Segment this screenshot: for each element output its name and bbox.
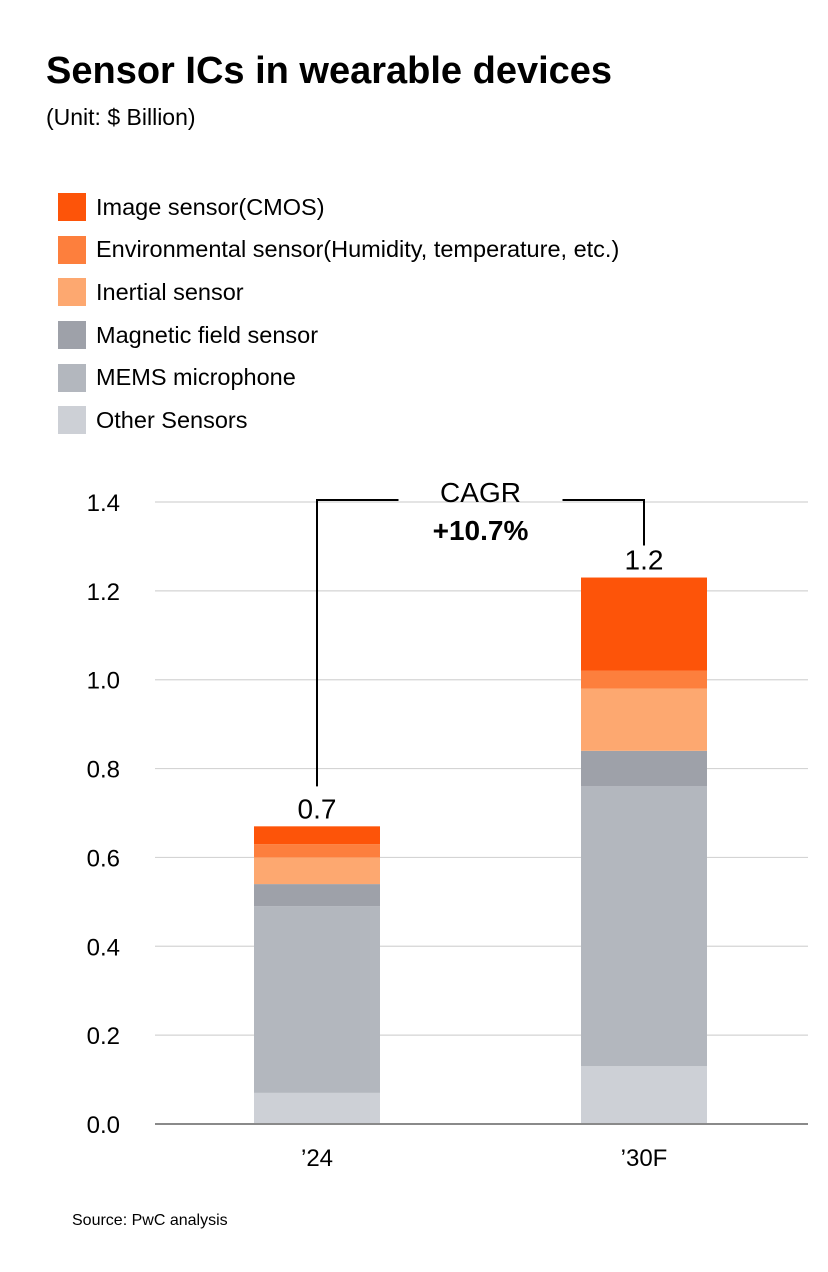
legend-item: Inertial sensor — [58, 271, 619, 314]
bar-segment — [254, 844, 380, 858]
y-tick-label: 0.8 — [87, 757, 120, 784]
y-tick-label: 1.0 — [87, 668, 120, 695]
y-tick-label: 0.2 — [87, 1023, 120, 1050]
legend-swatch — [58, 235, 86, 264]
bar-segment — [254, 857, 380, 885]
legend-label: Inertial sensor — [96, 278, 244, 305]
bar-segment — [581, 750, 707, 787]
legend-item: MEMS microphone — [58, 356, 619, 399]
x-tick-label: ’24 — [301, 1145, 333, 1172]
bar-segment — [254, 1092, 380, 1124]
legend-label: MEMS microphone — [96, 364, 296, 391]
cagr-label: CAGR — [440, 477, 521, 508]
bar-segment — [581, 670, 707, 689]
y-tick-label: 0.6 — [87, 845, 120, 872]
total-label: 1.2 — [625, 545, 664, 576]
legend-swatch — [58, 363, 86, 392]
cagr-bracket-right — [562, 499, 645, 546]
legend-swatch — [58, 278, 86, 307]
legend-swatch — [58, 406, 86, 435]
bar-segment — [254, 826, 380, 845]
y-tick-label: 0.4 — [87, 934, 120, 961]
chart-subtitle: (Unit: $ Billion) — [46, 104, 196, 130]
source-note: Source: PwC analysis — [72, 1212, 228, 1229]
legend-item: Other Sensors — [58, 399, 619, 442]
bar-segment — [581, 786, 707, 1067]
legend-label: Other Sensors — [96, 406, 248, 433]
y-tick-label: 1.4 — [87, 490, 120, 517]
legend-item: Magnetic field sensor — [58, 314, 619, 357]
legend-label: Image sensor(CMOS) — [96, 193, 325, 220]
legend: Image sensor(CMOS) Environmental sensor(H… — [58, 186, 619, 442]
bar-segment — [581, 688, 707, 751]
legend-label: Magnetic field sensor — [96, 321, 319, 348]
stacked-bar-chart: 0.0 0.2 0.4 0.6 0.8 1.0 1.2 1.4 0.7 ’24 1.2 ’30F CAG… — [87, 477, 808, 1172]
cagr-bracket-left — [316, 499, 399, 787]
y-tick-label: 1.2 — [87, 579, 120, 606]
total-label: 0.7 — [298, 793, 337, 824]
legend-swatch — [58, 193, 86, 222]
bar-segment — [581, 577, 707, 671]
bar-segment — [254, 906, 380, 1093]
legend-item: Environmental sensor(Humidity, temperatu… — [58, 229, 619, 272]
bar-segment — [254, 884, 380, 907]
bar-segment — [581, 1066, 707, 1124]
y-tick-label: 0.0 — [87, 1112, 120, 1139]
legend-label: Environmental sensor(Humidity, temperatu… — [96, 236, 620, 263]
legend-swatch — [58, 321, 86, 350]
chart-title: Sensor ICs in wearable devices — [46, 50, 613, 92]
x-tick-label: ’30F — [621, 1145, 668, 1172]
cagr-value: +10.7% — [433, 515, 529, 546]
legend-item: Image sensor(CMOS) — [58, 186, 619, 229]
